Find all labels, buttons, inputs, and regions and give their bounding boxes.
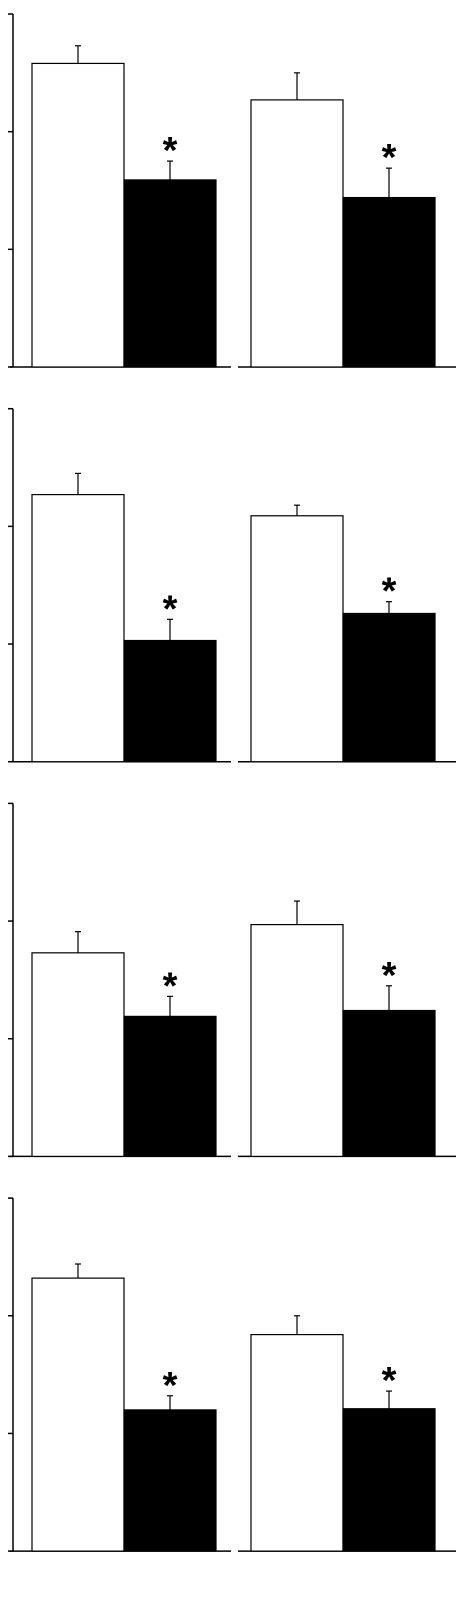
bar: [250, 923, 344, 1158]
significance-marker: *: [163, 965, 178, 1007]
bar: [342, 1408, 436, 1552]
bar: [342, 196, 436, 368]
bar: [342, 1009, 436, 1158]
significance-marker: *: [382, 571, 397, 613]
significance-marker: *: [382, 1360, 397, 1402]
significance-marker: *: [382, 137, 397, 179]
bar: [31, 493, 125, 763]
bar: [342, 612, 436, 763]
bar: [250, 1333, 344, 1552]
significance-marker: *: [163, 130, 178, 172]
significance-marker: *: [163, 588, 178, 630]
significance-marker: *: [382, 955, 397, 997]
significance-marker: *: [163, 1365, 178, 1407]
bar: [31, 62, 125, 368]
bar: [31, 952, 125, 1158]
bar: [31, 1277, 125, 1552]
bar: [123, 1015, 217, 1157]
bar: [123, 639, 217, 763]
bar: [123, 179, 217, 368]
bar: [123, 1409, 217, 1552]
bar: [250, 515, 344, 763]
bar: [250, 99, 344, 368]
